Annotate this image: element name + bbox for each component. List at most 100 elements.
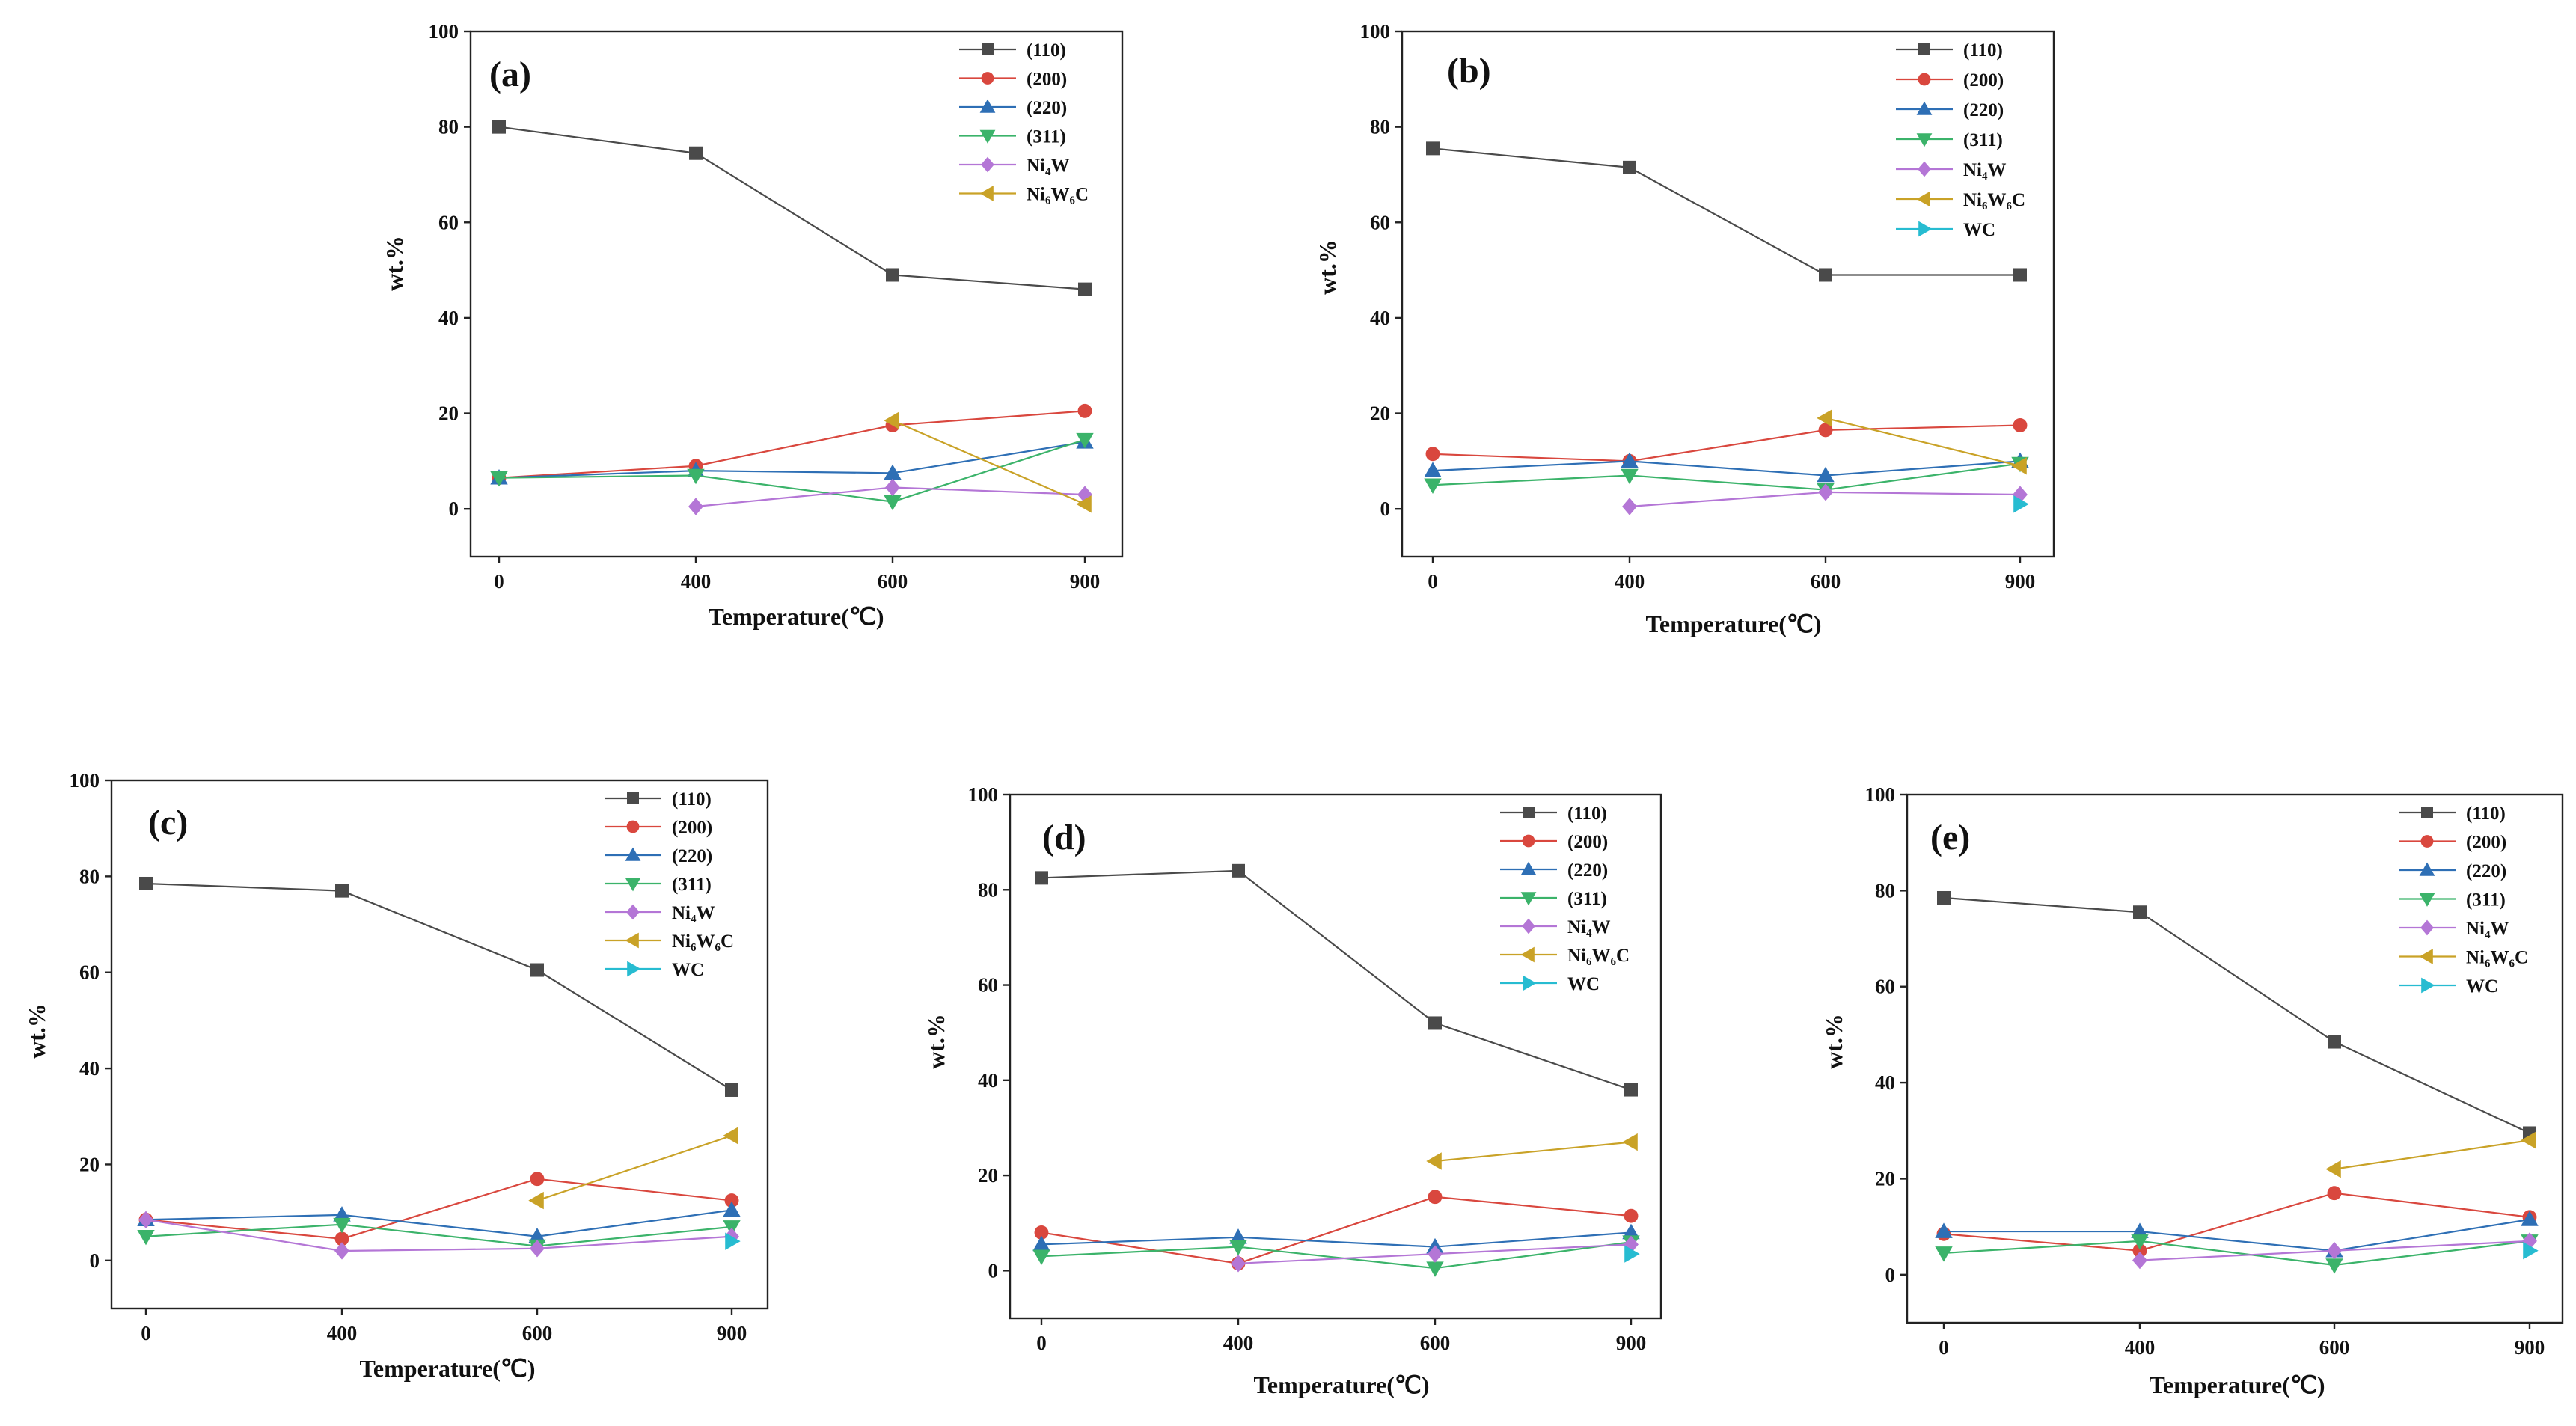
- data-point: [1034, 1225, 1049, 1240]
- y-tick-label: 20: [1875, 1167, 1895, 1190]
- legend-marker: [625, 847, 641, 861]
- series-line: [892, 420, 1086, 505]
- series-Ni4W: [1622, 483, 2028, 515]
- x-tick-label: 900: [2515, 1336, 2545, 1359]
- series-line: [1432, 460, 2021, 477]
- data-point: [1424, 478, 1442, 494]
- legend-marker: [1918, 221, 1933, 237]
- series-Ni4W: [1231, 1235, 1639, 1273]
- y-tick-label: 0: [1885, 1264, 1896, 1286]
- legend-label: (311): [1963, 130, 2003, 150]
- legend-marker: [1918, 43, 1930, 55]
- legend-entry: Ni₆W₆C: [1896, 190, 2025, 210]
- legend-marker: [2421, 807, 2433, 818]
- x-tick-label: 600: [1811, 570, 1841, 593]
- data-point: [139, 876, 153, 890]
- data-point: [1229, 1240, 1247, 1256]
- series-line: [1041, 1231, 1632, 1248]
- x-tick-label: 400: [1223, 1332, 1254, 1354]
- data-point: [2327, 1186, 2342, 1201]
- legend-label: (110): [1567, 804, 1607, 824]
- data-point: [1622, 498, 1637, 515]
- series-line: [1432, 462, 2021, 491]
- y-tick-label: 100: [70, 769, 100, 792]
- legend-marker: [981, 156, 994, 173]
- series-line: [1943, 1240, 2530, 1267]
- x-tick-label: 0: [1939, 1336, 1949, 1359]
- legend-entry: Ni₄W: [2399, 919, 2509, 939]
- data-point: [1623, 160, 1636, 174]
- legend-entry: Ni₆W₆C: [959, 185, 1089, 205]
- data-point: [528, 1191, 544, 1210]
- series-line: [2334, 1139, 2530, 1170]
- legend-entry: (220): [2399, 861, 2506, 881]
- data-point: [2521, 1131, 2536, 1149]
- series-line: [1434, 1141, 1632, 1163]
- legend-marker: [2419, 862, 2435, 876]
- legend-marker: [2420, 919, 2434, 936]
- legend-entry: (110): [1500, 804, 1607, 824]
- y-tick-label: 60: [79, 961, 100, 984]
- legend-label: (200): [2466, 833, 2506, 853]
- data-point: [2131, 1222, 2149, 1238]
- chart-panel-d: (d) Temperature(℃) wt.% 0 20 40 60 80 100 0 400…: [923, 783, 1662, 1398]
- series-line: [498, 438, 1086, 503]
- series-200: [492, 403, 1092, 486]
- y-tick-label: 40: [1875, 1071, 1895, 1094]
- legend-marker: [1918, 73, 1931, 86]
- data-point: [333, 1217, 351, 1234]
- data-point: [1818, 423, 1833, 438]
- legend-entry: (200): [959, 70, 1067, 90]
- series-line: [1943, 1192, 2530, 1252]
- legend-entry: (311): [605, 875, 712, 895]
- legend-entry: (311): [959, 127, 1066, 147]
- x-tick-label: 600: [2319, 1336, 2350, 1359]
- legend-label: Ni₄W: [1963, 160, 2007, 180]
- data-point: [1424, 462, 1442, 477]
- legend-label: Ni₆W₆C: [2466, 948, 2528, 968]
- data-point: [1624, 1235, 1639, 1254]
- series-WC: [2523, 1242, 2539, 1260]
- y-tick-label: 40: [1370, 307, 1390, 329]
- data-point: [335, 884, 349, 898]
- y-tick-label: 100: [1360, 20, 1391, 43]
- y-tick-label: 60: [1875, 976, 1895, 998]
- series-WC: [1624, 1245, 1640, 1263]
- series-line: [1432, 147, 2020, 276]
- data-point: [1229, 1228, 1247, 1244]
- legend-entry: (220): [959, 98, 1067, 118]
- legend-entry: WC: [1896, 220, 1995, 240]
- data-point: [1937, 890, 1951, 905]
- series-Ni4W: [688, 478, 1092, 515]
- data-point: [2523, 1242, 2539, 1260]
- legend-marker: [1520, 892, 1537, 906]
- legend-label: (311): [672, 875, 712, 895]
- plot-frame: [110, 779, 769, 1310]
- legend-marker: [979, 186, 994, 201]
- x-axis-title: Temperature(℃): [709, 603, 884, 630]
- legend-entry: (220): [1896, 100, 2004, 120]
- x-tick-label: 400: [1615, 570, 1645, 593]
- panel-label: (b): [1447, 51, 1491, 91]
- series-line: [145, 1223, 732, 1247]
- legend-label: Ni₆W₆C: [1027, 185, 1089, 205]
- x-axis-title: Temperature(℃): [1646, 611, 1822, 637]
- legend-label: (200): [1963, 70, 2004, 91]
- data-point: [1935, 1222, 1953, 1238]
- data-point: [884, 495, 902, 511]
- y-tick-label: 80: [438, 116, 459, 138]
- panel-label: (c): [148, 803, 188, 842]
- series-Ni6W6C: [1426, 1133, 1638, 1170]
- data-point: [885, 478, 900, 497]
- y-tick-label: 0: [90, 1249, 100, 1272]
- data-point: [2327, 1242, 2342, 1260]
- data-point: [1076, 432, 1094, 449]
- legend-entry: Ni₄W: [1896, 160, 2007, 180]
- series-WC: [725, 1232, 741, 1250]
- y-tick-label: 20: [1370, 403, 1390, 425]
- series-311: [1424, 456, 2029, 499]
- legend-entry: Ni₆W₆C: [2399, 948, 2528, 968]
- data-point: [1232, 863, 1245, 878]
- legend-entry: (110): [2399, 804, 2506, 824]
